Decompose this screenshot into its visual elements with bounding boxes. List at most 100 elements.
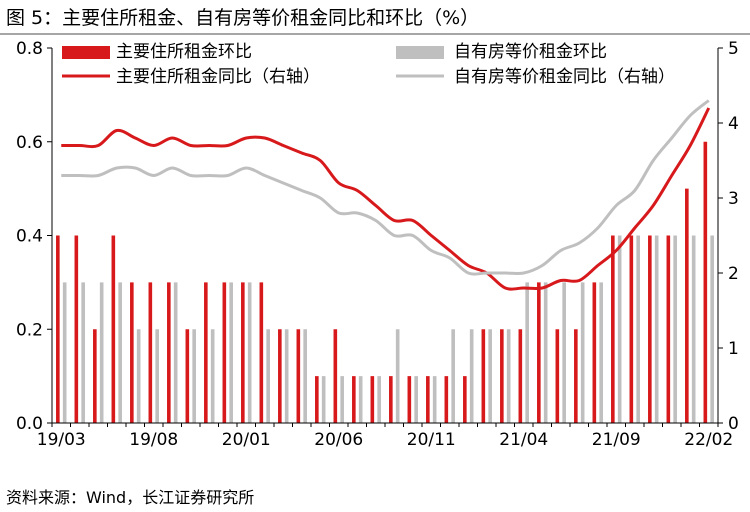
bar-primary-mom-2020-11 — [426, 376, 430, 424]
y-right-tick-label: 4 — [728, 114, 739, 134]
x-tick-label: 20/11 — [407, 430, 456, 450]
figure-title: 图 5：主要住所租金、自有房等价租金同比和环比（%） — [6, 7, 480, 29]
bar-owners-mom-2019-06 — [118, 282, 122, 424]
x-tick-label: 19/08 — [129, 430, 178, 450]
bar-primary-mom-2019-12 — [222, 282, 227, 424]
bar-owners-mom-2019-03 — [62, 282, 67, 424]
bar-owners-mom-2021-08 — [599, 282, 603, 424]
y-left-tick-label: 0.2 — [16, 320, 43, 340]
bar-owners-mom-2019-04 — [81, 282, 85, 424]
bar-primary-mom-2019-05 — [93, 329, 97, 423]
bar-owners-mom-2020-03 — [284, 329, 289, 423]
bar-primary-mom-2022-01 — [685, 188, 689, 424]
bar-owners-mom-2019-08 — [155, 329, 159, 423]
bar-owners-mom-2021-03 — [506, 329, 511, 423]
bar-primary-mom-2021-10 — [629, 235, 634, 423]
bar-primary-mom-2019-08 — [148, 282, 153, 424]
bar-primary-mom-2019-06 — [111, 235, 116, 423]
bar-owners-mom-2020-01 — [247, 282, 252, 424]
bar-primary-mom-2021-11 — [648, 235, 652, 423]
bar-owners-mom-2020-06 — [340, 376, 344, 424]
bar-primary-mom-2020-01 — [241, 282, 245, 424]
bar-primary-mom-2020-03 — [278, 329, 282, 423]
bar-owners-mom-2019-07 — [136, 329, 141, 423]
bar-owners-mom-2021-10 — [636, 235, 640, 423]
line-primary-yoy — [61, 107, 711, 291]
x-tick-label: 21/09 — [592, 430, 641, 450]
bar-primary-mom-2020-04 — [296, 329, 301, 423]
y-right-tick-label: 5 — [728, 39, 739, 59]
bar-primary-mom-2019-11 — [204, 282, 208, 424]
bar-owners-mom-2021-02 — [488, 329, 492, 423]
bar-primary-mom-2022-02 — [703, 141, 708, 423]
bar-owners-mom-2020-10 — [414, 376, 418, 424]
legend-label: 自有房等价租金环比 — [454, 42, 607, 62]
bar-primary-mom-2020-12 — [444, 376, 449, 424]
bar-primary-mom-2019-07 — [130, 282, 134, 424]
bar-primary-mom-2020-10 — [407, 376, 412, 424]
x-tick-label: 19/03 — [37, 430, 86, 450]
y-left-tick-label: 0.4 — [16, 227, 43, 247]
bar-owners-mom-2021-04 — [525, 282, 529, 424]
bar-owners-mom-2020-08 — [377, 376, 381, 424]
bar-owners-mom-2019-05 — [99, 282, 104, 424]
bar-primary-mom-2021-03 — [500, 329, 504, 423]
bar-primary-mom-2021-05 — [537, 282, 541, 424]
bar-owners-mom-2020-05 — [321, 376, 326, 424]
bar-primary-mom-2021-12 — [666, 235, 671, 423]
bar-primary-mom-2020-06 — [333, 329, 338, 423]
bar-owners-mom-2021-11 — [654, 235, 659, 423]
bar-owners-mom-2021-05 — [543, 282, 548, 424]
x-tick-label: 20/06 — [314, 430, 363, 450]
bar-primary-mom-2021-06 — [555, 329, 560, 423]
bar-owners-mom-2020-04 — [303, 329, 307, 423]
bar-primary-mom-2020-02 — [259, 282, 264, 424]
y-right-tick-label: 3 — [728, 189, 739, 209]
bar-primary-mom-2021-08 — [592, 282, 597, 424]
bar-owners-mom-2019-10 — [192, 329, 196, 423]
bar-owners-mom-2020-09 — [395, 329, 400, 423]
legend-label: 主要住所租金同比（右轴） — [116, 67, 320, 87]
bar-owners-mom-2020-02 — [266, 329, 270, 423]
y-left-tick-label: 0.8 — [16, 39, 43, 59]
bar-owners-mom-2021-09 — [617, 235, 622, 423]
chart-area: 0.0 0.2 0.4 0.6 0.8 0 1 2 3 4 5 19/03 19/08 20/01 20/0… — [16, 39, 739, 450]
bar-primary-mom-2021-04 — [518, 329, 523, 423]
bar-owners-mom-2020-07 — [358, 376, 363, 424]
y-left-tick-label: 0.0 — [16, 414, 43, 434]
bar-owners-mom-2021-01 — [469, 329, 474, 423]
title-divider — [0, 33, 750, 35]
y-right-tick-label: 2 — [728, 264, 739, 284]
bar-primary-mom-2021-07 — [574, 329, 578, 423]
y-right-tick-label: 1 — [728, 339, 739, 359]
legend-label: 自有房等价租金同比（右轴） — [454, 67, 675, 87]
x-tick-label: 22/02 — [684, 430, 733, 450]
y-right-tick-label: 0 — [728, 414, 739, 434]
bar-primary-mom-2020-09 — [389, 376, 393, 424]
bar-owners-mom-2021-07 — [580, 282, 585, 424]
bar-primary-mom-2020-05 — [315, 376, 319, 424]
bar-owners-mom-2020-12 — [451, 329, 455, 423]
bar-owners-mom-2020-11 — [432, 376, 437, 424]
bar-owners-mom-2019-11 — [210, 329, 215, 423]
bar-owners-mom-2019-09 — [173, 282, 178, 424]
bars-layer — [56, 141, 714, 424]
bar-primary-mom-2021-01 — [463, 376, 467, 424]
bar-primary-mom-2021-09 — [611, 235, 615, 423]
bar-owners-mom-2019-12 — [229, 282, 233, 424]
bar-primary-mom-2019-10 — [185, 329, 190, 423]
bar-owners-mom-2021-06 — [562, 282, 566, 424]
legend-swatch-bar — [62, 46, 110, 59]
legend-label: 主要住所租金环比 — [116, 42, 252, 62]
bar-owners-mom-2022-02 — [710, 235, 714, 423]
bar-owners-mom-2022-01 — [691, 235, 696, 423]
source-note: 资料来源：Wind，长江证券研究所 — [6, 488, 255, 507]
lines-layer — [61, 99, 711, 291]
y-left-tick-label: 0.6 — [16, 133, 43, 153]
bar-primary-mom-2019-04 — [74, 235, 79, 423]
axes-layer: 0.0 0.2 0.4 0.6 0.8 0 1 2 3 4 5 19/03 19/08 20/01 20/0… — [16, 39, 739, 450]
bar-owners-mom-2021-12 — [673, 235, 677, 423]
bar-primary-mom-2021-02 — [481, 329, 486, 423]
bar-primary-mom-2020-07 — [352, 376, 356, 424]
